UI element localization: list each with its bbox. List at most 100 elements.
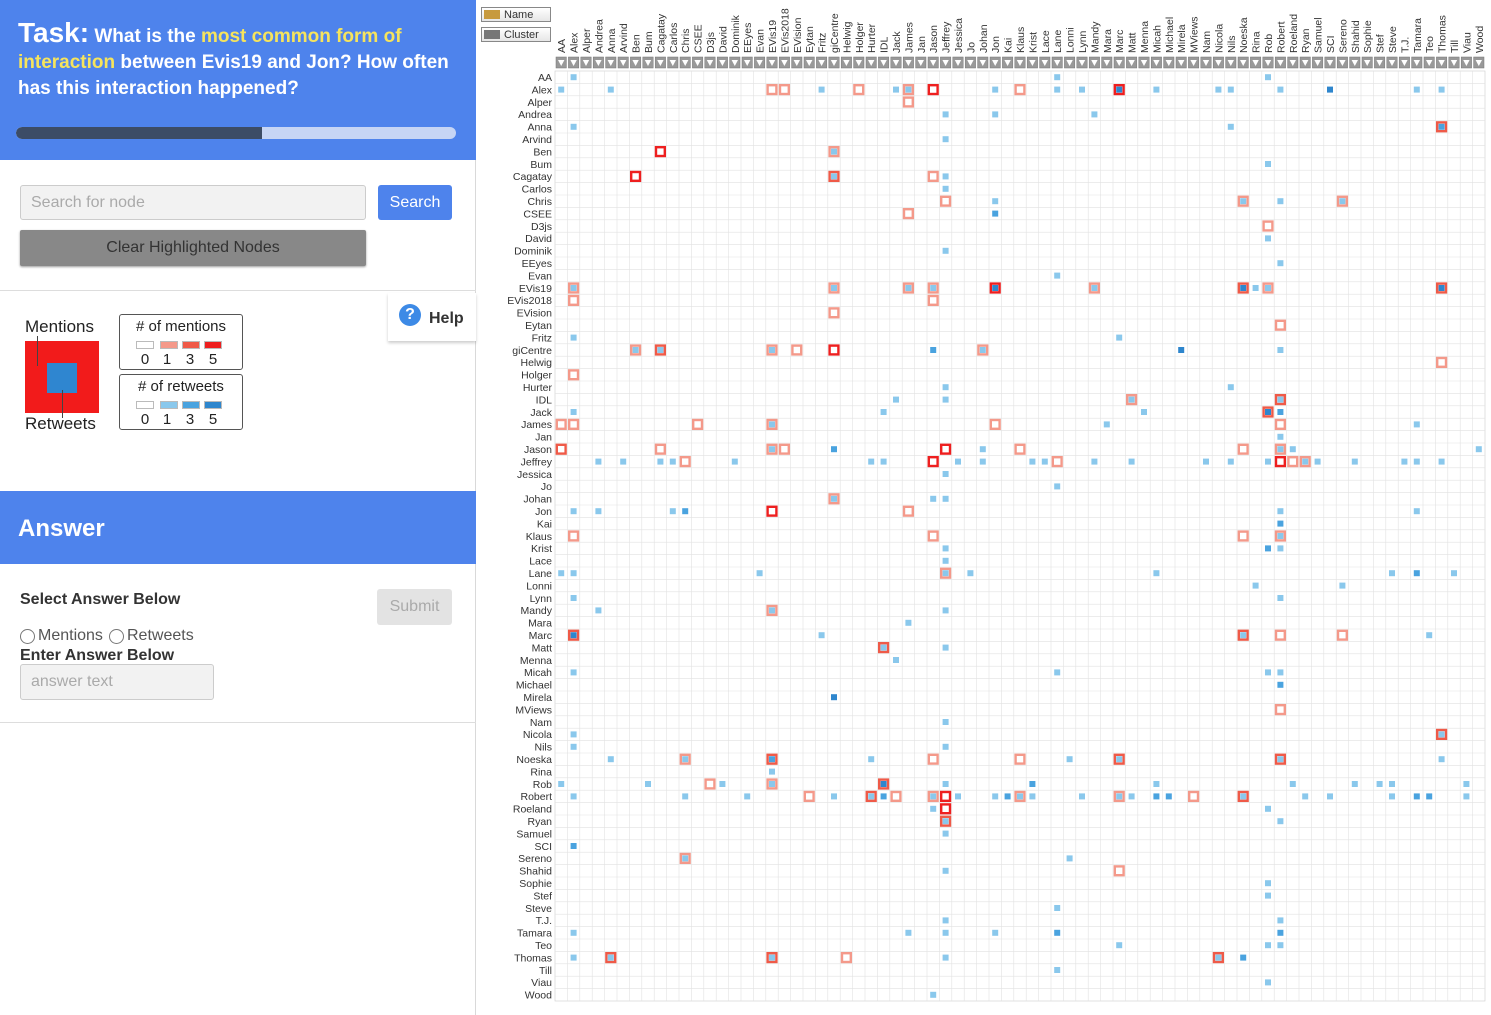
column-label[interactable]: Nils	[1226, 36, 1238, 54]
retweet-cell[interactable]	[1277, 86, 1284, 93]
column-label[interactable]: Jason	[928, 25, 940, 53]
row-label[interactable]: Johan	[523, 494, 552, 506]
retweet-cell[interactable]	[570, 334, 577, 341]
retweet-cell[interactable]	[1277, 433, 1284, 440]
row-label[interactable]: AA	[538, 72, 552, 84]
row-label[interactable]: Alper	[527, 97, 552, 109]
column-label[interactable]: Ben	[631, 34, 643, 53]
retweet-cell[interactable]	[868, 793, 875, 800]
retweet-cell[interactable]	[831, 446, 837, 453]
column-label[interactable]: Carlos	[668, 23, 680, 53]
retweet-cell[interactable]	[1227, 123, 1234, 130]
column-label[interactable]: Rina	[1251, 31, 1263, 53]
mention-cell[interactable]	[778, 83, 791, 96]
retweet-cell[interactable]	[1438, 458, 1445, 465]
retweet-cell[interactable]	[1091, 111, 1098, 118]
column-label[interactable]: EVision	[792, 17, 804, 53]
column-label[interactable]: Cagatay	[655, 13, 667, 53]
retweet-cell[interactable]	[682, 756, 689, 763]
retweet-cell[interactable]	[558, 86, 565, 93]
mention-cell[interactable]	[679, 456, 691, 468]
retweet-cell[interactable]	[942, 607, 949, 614]
retweet-cell[interactable]	[930, 793, 937, 800]
retweet-cell[interactable]	[1438, 86, 1445, 93]
retweet-cell[interactable]	[1240, 793, 1247, 800]
retweet-cell[interactable]	[1265, 409, 1271, 415]
column-label[interactable]: Tamara	[1412, 18, 1424, 53]
retweet-cell[interactable]	[1426, 632, 1433, 639]
retweet-cell[interactable]	[942, 557, 949, 564]
retweet-cell[interactable]	[1413, 570, 1420, 577]
retweet-cell[interactable]	[1475, 446, 1482, 453]
retweet-cell[interactable]	[1116, 86, 1123, 93]
retweet-cell[interactable]	[1277, 669, 1284, 676]
retweet-cell[interactable]	[942, 384, 949, 391]
retweet-cell[interactable]	[1153, 793, 1160, 800]
retweet-cell[interactable]	[1265, 979, 1271, 986]
row-label[interactable]: Jessica	[517, 469, 552, 481]
row-label[interactable]: Anna	[527, 122, 552, 134]
retweet-cell[interactable]	[1128, 793, 1135, 800]
retweet-cell[interactable]	[1413, 86, 1420, 93]
mention-cell[interactable]	[1274, 456, 1287, 468]
retweet-cell[interactable]	[992, 86, 999, 93]
column-label[interactable]: Helwig	[841, 21, 853, 53]
retweet-cell[interactable]	[1339, 582, 1346, 589]
retweet-cell[interactable]	[769, 421, 775, 428]
column-label[interactable]: Sophie	[1362, 20, 1374, 53]
retweet-cell[interactable]	[1265, 545, 1271, 552]
mention-cell[interactable]	[1113, 865, 1125, 877]
retweet-cell[interactable]	[570, 123, 577, 130]
retweet-cell[interactable]	[992, 111, 999, 118]
retweet-cell[interactable]	[769, 768, 775, 775]
column-label[interactable]: Klaus	[1015, 27, 1027, 53]
column-label[interactable]: Anna	[606, 28, 618, 53]
row-label[interactable]: Jack	[530, 407, 552, 419]
mention-cell[interactable]	[1336, 629, 1349, 641]
retweet-cell[interactable]	[1252, 582, 1259, 589]
row-label[interactable]: Wood	[525, 990, 552, 1002]
retweet-cell[interactable]	[1277, 818, 1284, 825]
mention-cell[interactable]	[803, 790, 815, 803]
retweet-cell[interactable]	[731, 458, 738, 465]
retweet-cell[interactable]	[942, 818, 949, 825]
retweet-cell[interactable]	[992, 793, 999, 800]
retweet-cell[interactable]	[1426, 793, 1433, 800]
retweet-cell[interactable]	[818, 632, 825, 639]
column-label[interactable]: Dominik	[730, 14, 742, 53]
row-label[interactable]: Roeland	[513, 804, 552, 816]
column-label[interactable]: Arvind	[618, 23, 630, 53]
row-label[interactable]: SCI	[534, 841, 552, 853]
column-label[interactable]: D3js	[705, 32, 717, 53]
retweet-cell[interactable]	[1463, 781, 1470, 787]
retweet-cell[interactable]	[1413, 458, 1420, 465]
column-label[interactable]: Hurter	[866, 23, 878, 53]
retweet-cell[interactable]	[893, 86, 899, 93]
mention-cell[interactable]	[1187, 790, 1200, 803]
retweet-cell[interactable]	[1277, 347, 1284, 353]
retweet-cell[interactable]	[570, 929, 577, 936]
column-label[interactable]: Robert	[1275, 21, 1287, 53]
retweet-cell[interactable]	[769, 347, 775, 353]
retweet-cell[interactable]	[1029, 458, 1036, 465]
answer-text-input[interactable]	[20, 664, 214, 700]
retweet-cell[interactable]	[1389, 793, 1395, 800]
retweet-cell[interactable]	[942, 247, 949, 254]
column-label[interactable]: Steve	[1387, 26, 1399, 53]
mention-cell[interactable]	[927, 170, 939, 183]
row-label[interactable]: EVis2018	[507, 295, 552, 307]
retweet-cell[interactable]	[942, 781, 949, 787]
row-label[interactable]: Samuel	[516, 828, 552, 840]
clear-highlighted-nodes-button[interactable]: Clear Highlighted Nodes	[20, 230, 366, 266]
row-label[interactable]: Holger	[521, 370, 552, 382]
row-label[interactable]: Dominik	[514, 246, 553, 258]
column-label[interactable]: Rob	[1263, 34, 1275, 53]
retweet-cell[interactable]	[1178, 347, 1185, 353]
retweet-cell[interactable]	[1116, 942, 1123, 949]
column-label[interactable]: Jon	[990, 36, 1002, 53]
row-label[interactable]: Matt	[532, 642, 553, 654]
column-label[interactable]: Michael	[1164, 17, 1176, 53]
retweet-cell[interactable]	[880, 793, 887, 800]
retweet-cell[interactable]	[1029, 793, 1036, 800]
retweet-cell[interactable]	[1128, 396, 1135, 403]
